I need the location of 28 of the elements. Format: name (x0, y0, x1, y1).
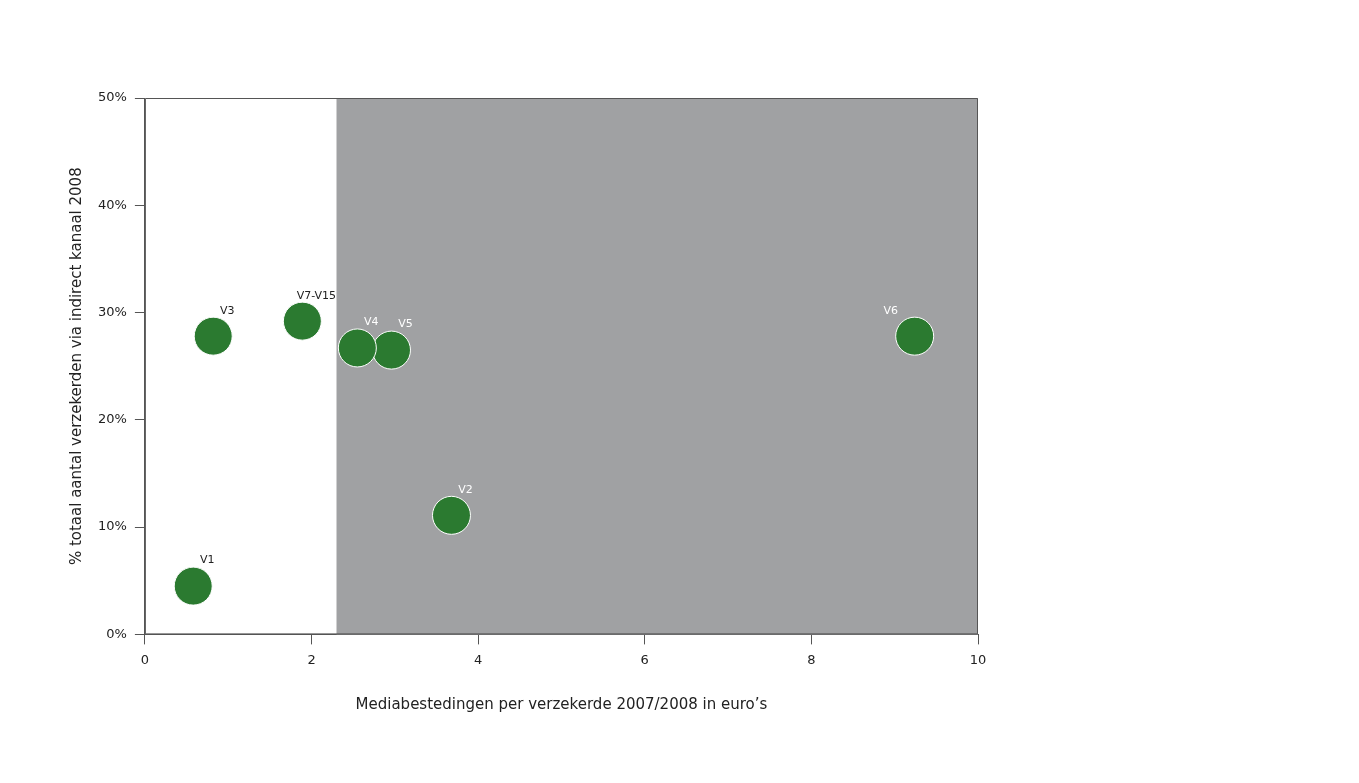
x-tick-label: 10 (969, 652, 987, 668)
series-label: V5 (398, 317, 413, 331)
point (371, 330, 411, 370)
y-tick-label: 50% (97, 89, 127, 105)
x-tick-label: 6 (640, 652, 649, 668)
x-tick-label: 8 (807, 652, 816, 668)
y-tick-label: 0% (106, 625, 127, 641)
x-tick-label: 4 (474, 652, 483, 668)
series-label: V7-V15 (296, 288, 337, 302)
point (337, 328, 377, 368)
x-tick-label: 2 (307, 652, 316, 668)
series-label: V1 (199, 553, 215, 567)
y-tick-label: 10% (97, 518, 127, 534)
point (193, 316, 233, 356)
point (895, 316, 935, 356)
series-label: V2 (458, 482, 473, 496)
y-axis-title: % totaal aantal verzekerden via indirect kanaal 2008 (66, 167, 85, 566)
series-label: V6 (883, 303, 898, 317)
point (173, 566, 213, 606)
y-tick-label: 40% (97, 196, 127, 212)
x-tick-label: 0 (140, 652, 150, 668)
x-axis-title: Mediabestedingen per verzekerde 2007/2008 in euro’s (355, 694, 768, 713)
y-tick-label: 20% (97, 411, 127, 427)
point (431, 495, 471, 535)
series-label: V3 (219, 303, 235, 317)
point (282, 301, 322, 341)
series-label: V4 (364, 315, 379, 329)
y-tick-label: 30% (97, 303, 127, 319)
